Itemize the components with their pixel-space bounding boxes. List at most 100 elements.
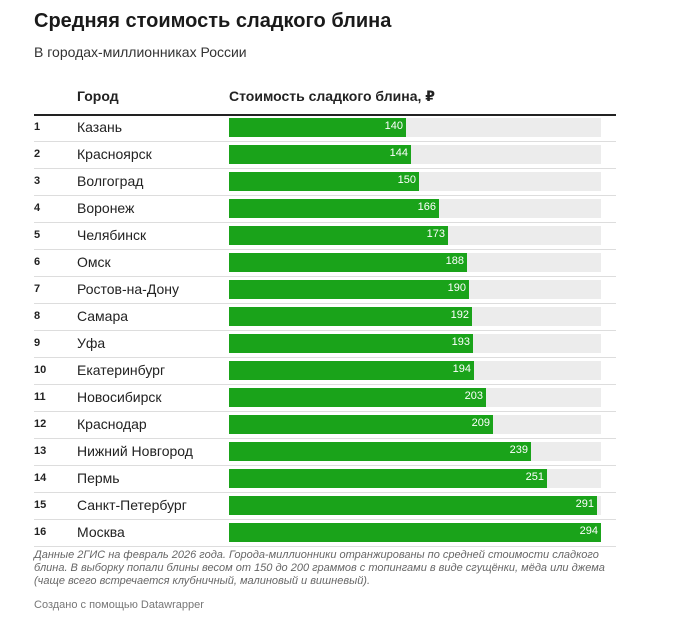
bar-track: 291 — [229, 496, 601, 515]
bar: 190 — [229, 280, 469, 299]
bar: 194 — [229, 361, 474, 380]
bar-value-label: 203 — [464, 390, 483, 402]
bar-row: 4 Воронеж 166 — [34, 196, 616, 223]
bar-track: 251 — [229, 469, 601, 488]
rank-label: 13 — [34, 445, 47, 457]
bar-track: 294 — [229, 523, 601, 542]
bar-value-label: 194 — [452, 363, 471, 375]
bar-value-label: 140 — [384, 120, 403, 132]
city-label: Новосибирск — [77, 389, 162, 405]
bar-row: 10 Екатеринбург 194 — [34, 358, 616, 385]
chart-title: Средняя стоимость сладкого блина — [34, 10, 392, 32]
rank-label: 16 — [34, 526, 47, 538]
rank-label: 4 — [34, 202, 41, 214]
bar-value-label: 291 — [575, 498, 594, 510]
bar-row: 8 Самара 192 — [34, 304, 616, 331]
bar-row: 6 Омск 188 — [34, 250, 616, 277]
bar: 188 — [229, 253, 467, 272]
rank-label: 1 — [34, 121, 41, 133]
rank-label: 8 — [34, 310, 41, 322]
bar-row: 3 Волгоград 150 — [34, 169, 616, 196]
bar-value-label: 190 — [447, 282, 466, 294]
bar: 203 — [229, 388, 486, 407]
bar: 193 — [229, 334, 473, 353]
rank-label: 10 — [34, 364, 47, 376]
bar-track: 188 — [229, 253, 601, 272]
bar-track: 140 — [229, 118, 601, 137]
column-header-city: Город — [77, 88, 119, 104]
city-label: Красноярск — [77, 146, 152, 162]
city-label: Волгоград — [77, 173, 144, 189]
city-label: Казань — [77, 119, 123, 135]
bar-row: 13 Нижний Новгород 239 — [34, 439, 616, 466]
chart-subtitle: В городах-миллионниках России — [34, 44, 247, 60]
rank-label: 3 — [34, 175, 41, 187]
bar-row: 5 Челябинск 173 — [34, 223, 616, 250]
bar-row: 14 Пермь 251 — [34, 466, 616, 493]
bar: 166 — [229, 199, 439, 218]
bar-track: 190 — [229, 280, 601, 299]
rank-label: 15 — [34, 499, 47, 511]
rank-label: 11 — [34, 391, 46, 403]
rank-label: 9 — [34, 337, 41, 349]
bar-value-label: 294 — [579, 525, 598, 537]
city-label: Краснодар — [77, 416, 147, 432]
bar-track: 166 — [229, 199, 601, 218]
rank-label: 5 — [34, 229, 41, 241]
chart-notes: Данные 2ГИС на февраль 2026 года. Города… — [34, 549, 605, 587]
bar-track: 150 — [229, 172, 601, 191]
bar: 140 — [229, 118, 406, 137]
bar-value-label: 144 — [389, 147, 408, 159]
bar-track: 239 — [229, 442, 601, 461]
city-label: Нижний Новгород — [77, 443, 193, 459]
bar-track: 173 — [229, 226, 601, 245]
bar-track: 144 — [229, 145, 601, 164]
bar-row: 9 Уфа 193 — [34, 331, 616, 358]
bar-track: 194 — [229, 361, 601, 380]
city-label: Москва — [77, 524, 125, 540]
city-label: Челябинск — [77, 227, 147, 243]
bar: 144 — [229, 145, 411, 164]
bar: 251 — [229, 469, 547, 488]
rank-label: 14 — [34, 472, 47, 484]
bar-row: 1 Казань 140 — [34, 115, 616, 142]
bar-row: 15 Санкт-Петербург 291 — [34, 493, 616, 520]
city-label: Пермь — [77, 470, 120, 486]
bar-value-label: 173 — [426, 228, 445, 240]
column-header-value: Стоимость сладкого блина, ₽ — [229, 88, 435, 104]
bar-row: 2 Красноярск 144 — [34, 142, 616, 169]
table-header: Город Стоимость сладкого блина, ₽ — [34, 88, 616, 116]
bar-track: 193 — [229, 334, 601, 353]
bar-value-label: 251 — [525, 471, 544, 483]
rank-label: 6 — [34, 256, 41, 268]
bar: 192 — [229, 307, 472, 326]
bar-value-label: 239 — [509, 444, 528, 456]
rank-label: 12 — [34, 418, 47, 430]
bar: 150 — [229, 172, 419, 191]
bar-value-label: 192 — [450, 309, 469, 321]
city-label: Ростов-на-Дону — [77, 281, 179, 297]
bar-value-label: 150 — [397, 174, 416, 186]
city-label: Самара — [77, 308, 129, 324]
bar-track: 192 — [229, 307, 601, 326]
city-label: Воронеж — [77, 200, 135, 216]
city-label: Омск — [77, 254, 111, 270]
bar-row: 11 Новосибирск 203 — [34, 385, 616, 412]
bar-value-label: 193 — [451, 336, 470, 348]
bar: 209 — [229, 415, 493, 434]
chart-credit: Создано с помощью Datawrapper — [34, 599, 204, 611]
bar-rows: 1 Казань 140 2 Красноярск 144 3 Волгоград 150 4 Во… — [34, 115, 616, 547]
bar-row: 7 Ростов-на-Дону 190 — [34, 277, 616, 304]
bar-row: 16 Москва 294 — [34, 520, 616, 547]
city-label: Екатеринбург — [77, 362, 166, 378]
bar: 239 — [229, 442, 531, 461]
rank-label: 2 — [34, 148, 41, 160]
bar-track: 203 — [229, 388, 601, 407]
bar-value-label: 188 — [445, 255, 464, 267]
rank-label: 7 — [34, 283, 41, 295]
bar-value-label: 209 — [471, 417, 490, 429]
bar-row: 12 Краснодар 209 — [34, 412, 616, 439]
city-label: Санкт-Петербург — [77, 497, 187, 513]
city-label: Уфа — [77, 335, 106, 351]
